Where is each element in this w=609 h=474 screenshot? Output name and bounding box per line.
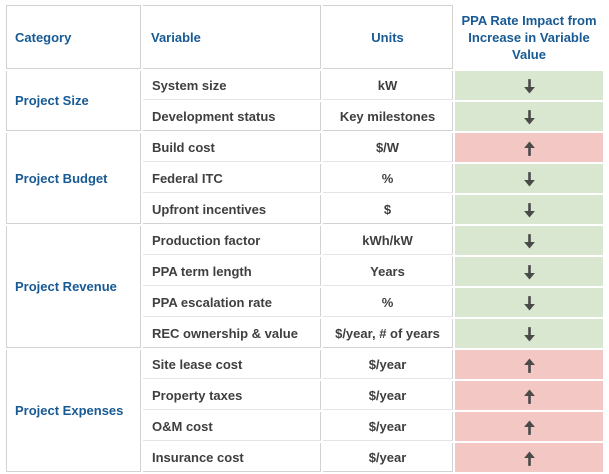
table-body: Project Size System size kW Development st… — [6, 71, 603, 472]
table-row: Project Expenses Site lease cost $/year — [6, 350, 603, 472]
variable-cell: Site lease cost — [143, 350, 321, 379]
category-cell: Project Budget — [6, 133, 141, 224]
variable-cell: System size — [143, 71, 321, 100]
table-row: Upfront incentives $ — [6, 195, 603, 224]
table-row: PPA escalation rate% — [6, 288, 603, 317]
down-arrow-icon — [523, 171, 536, 187]
ppa-rate-impact-table: Category Variable Units PPA Rate Impact … — [4, 3, 605, 474]
up-arrow-icon — [523, 357, 536, 373]
up-arrow-icon — [523, 450, 536, 466]
down-arrow-icon — [523, 326, 536, 342]
category-cell: Project Expenses — [6, 350, 141, 472]
variable-cell: Build cost — [143, 133, 321, 162]
units-cell: $/W — [323, 133, 453, 162]
units-cell: kW — [323, 71, 453, 100]
impact-cell — [455, 102, 603, 131]
down-arrow-icon — [523, 78, 536, 94]
units-cell: $/year, # of years — [323, 319, 453, 348]
impact-cell — [455, 195, 603, 224]
variable-cell: O&M cost — [143, 412, 321, 441]
up-arrow-icon — [523, 419, 536, 435]
column-header-ppa-rate-impact: PPA Rate Impact from Increase in Variabl… — [455, 5, 603, 69]
down-arrow-icon — [523, 295, 536, 311]
impact-cell — [455, 164, 603, 193]
down-arrow-icon — [523, 233, 536, 249]
impact-cell — [455, 226, 603, 255]
variable-cell: Upfront incentives — [143, 195, 321, 224]
impact-cell — [455, 381, 603, 410]
table-row: REC ownership & value $/year, # of years — [6, 319, 603, 348]
units-cell: Key milestones — [323, 102, 453, 131]
impact-cell — [455, 257, 603, 286]
up-arrow-icon — [523, 140, 536, 156]
variable-cell: Development status — [143, 102, 321, 131]
impact-cell — [455, 350, 603, 379]
units-cell: kWh/kW — [323, 226, 453, 255]
variable-cell: PPA term length — [143, 257, 321, 286]
up-arrow-icon — [523, 388, 536, 404]
down-arrow-icon — [523, 202, 536, 218]
impact-cell — [455, 288, 603, 317]
variable-cell: Insurance cost — [143, 443, 321, 472]
variable-cell: Property taxes — [143, 381, 321, 410]
down-arrow-icon — [523, 109, 536, 125]
column-header-variable: Variable — [143, 5, 321, 69]
table-row: Development status Key milestones — [6, 102, 603, 131]
impact-cell — [455, 319, 603, 348]
units-cell: $/year — [323, 350, 453, 379]
category-cell: Project Revenue — [6, 226, 141, 348]
units-cell: $/year — [323, 412, 453, 441]
table-row: Project Size System size kW — [6, 71, 603, 131]
impact-cell — [455, 71, 603, 100]
variable-cell: REC ownership & value — [143, 319, 321, 348]
header-row: Category Variable Units PPA Rate Impact … — [6, 5, 603, 69]
variable-cell: Production factor — [143, 226, 321, 255]
down-arrow-icon — [523, 264, 536, 280]
table-row: PPA term length Years — [6, 257, 603, 286]
units-cell: % — [323, 288, 453, 317]
table-row: Project Revenue Production factor kWh/kW — [6, 226, 603, 348]
impact-cell — [455, 133, 603, 162]
units-cell: $/year — [323, 381, 453, 410]
table-header: Category Variable Units PPA Rate Impact … — [6, 5, 603, 69]
units-cell: $ — [323, 195, 453, 224]
table-row: Project Budget Build cost $/W — [6, 133, 603, 224]
impact-cell — [455, 443, 603, 472]
variable-cell: Federal ITC — [143, 164, 321, 193]
category-cell: Project Size — [6, 71, 141, 131]
column-header-category: Category — [6, 5, 141, 69]
units-cell: % — [323, 164, 453, 193]
impact-cell — [455, 412, 603, 441]
table-row: Federal ITC% — [6, 164, 603, 193]
units-cell: Years — [323, 257, 453, 286]
table-row: Property taxes $/year — [6, 381, 603, 410]
column-header-units: Units — [323, 5, 453, 69]
table-row: O&M cost $/year — [6, 412, 603, 441]
variable-cell: PPA escalation rate — [143, 288, 321, 317]
units-cell: $/year — [323, 443, 453, 472]
